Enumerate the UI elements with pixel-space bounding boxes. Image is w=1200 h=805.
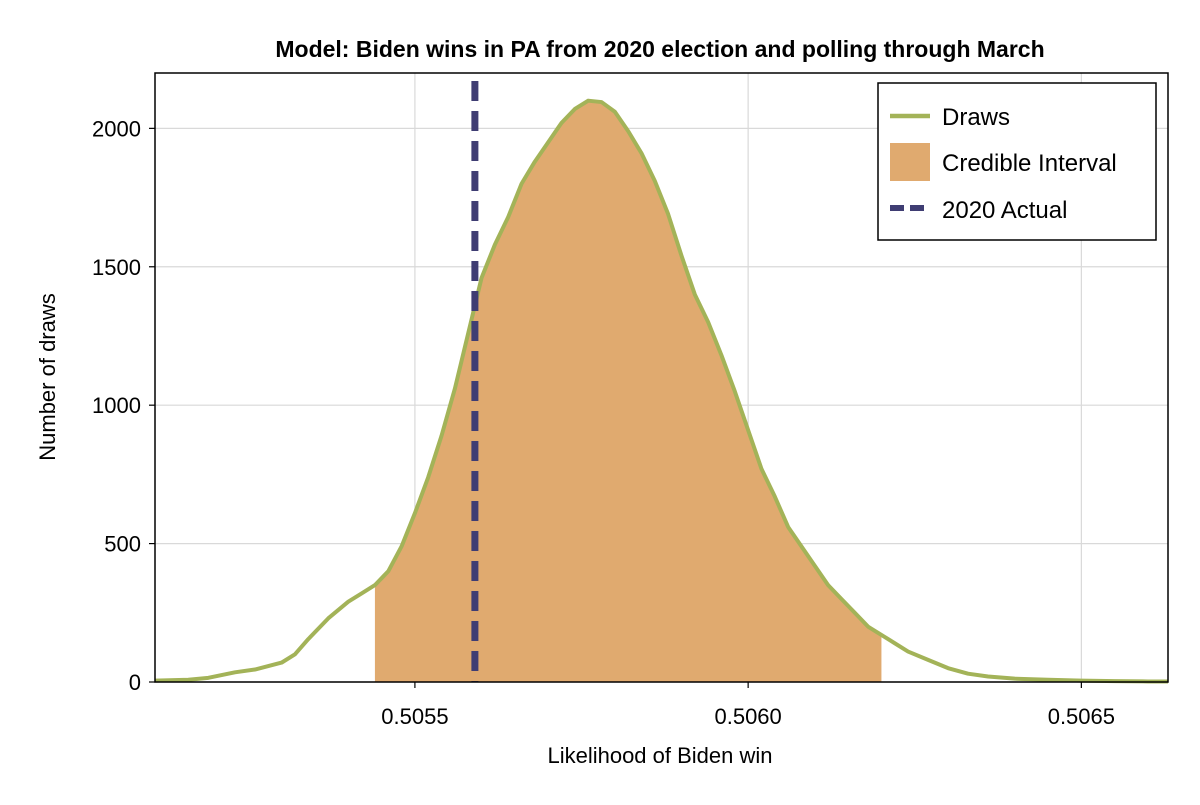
credible-interval-area-layer bbox=[374, 100, 882, 682]
draws-line-layer bbox=[154, 98, 1168, 684]
x-axis-label: Likelihood of Biden win bbox=[547, 743, 772, 768]
credible-interval-area bbox=[374, 100, 882, 682]
x-tick-label: 0.5055 bbox=[381, 704, 448, 729]
y-axis-label: Number of draws bbox=[35, 293, 60, 461]
x-axis-ticks: 0.5055 0.5060 0.5065 bbox=[381, 682, 1115, 729]
y-tick-label: 2000 bbox=[92, 116, 141, 141]
y-axis-ticks: 0 500 1000 1500 2000 bbox=[92, 116, 155, 695]
y-tick-label: 500 bbox=[104, 532, 141, 557]
legend: Draws Credible Interval 2020 Actual bbox=[877, 82, 1157, 241]
y-tick-label: 1500 bbox=[92, 255, 141, 280]
draws-line bbox=[154, 98, 1168, 684]
x-tick-label: 0.5060 bbox=[714, 704, 781, 729]
legend-draws-label: Draws bbox=[942, 104, 1010, 131]
y-tick-label: 1000 bbox=[92, 393, 141, 418]
legend-actual-label: 2020 Actual bbox=[942, 197, 1067, 224]
y-tick-label: 0 bbox=[129, 670, 141, 695]
plot-frame bbox=[154, 72, 1169, 683]
chart-title: Model: Biden wins in PA from 2020 electi… bbox=[275, 36, 1044, 62]
legend-ci-swatch bbox=[890, 143, 930, 181]
x-tick-label: 0.5065 bbox=[1048, 704, 1115, 729]
legend-ci-label: Credible Interval bbox=[942, 150, 1117, 177]
